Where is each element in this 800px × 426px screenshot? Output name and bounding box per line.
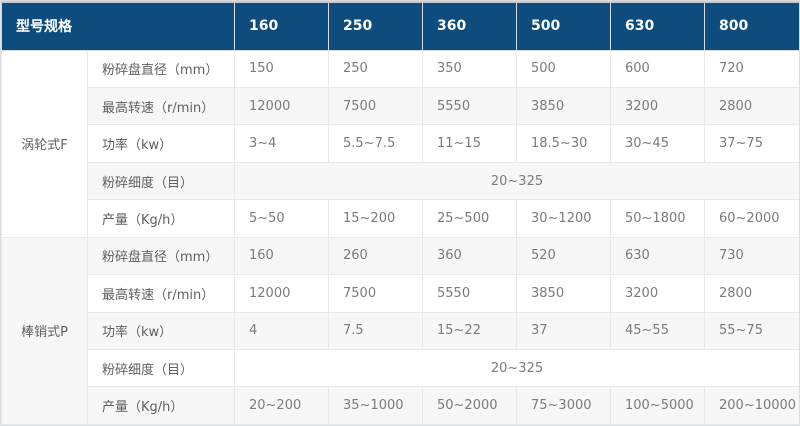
value-cell: 2800 — [704, 86, 799, 126]
row-label-max-speed: 最高转速（r/min） — [87, 274, 235, 313]
value-cell: 60~2000 — [704, 199, 799, 238]
value-cell: 35~1000 — [328, 386, 423, 425]
value-cell: 55~75 — [704, 311, 799, 351]
value-cell: 11~15 — [422, 124, 517, 163]
value-cell: 5550 — [422, 274, 517, 313]
value-cell: 18.5~30 — [516, 124, 611, 163]
group-label-turbine: 涡轮式F — [1, 49, 88, 238]
table-row: 棒销式P 粉碎盘直径（mm） 160 260 360 520 630 730 — [1, 236, 799, 425]
value-cell: 3200 — [610, 274, 705, 313]
row-label-diameter: 粉碎盘直径（mm） — [87, 49, 235, 88]
model-header-160: 160 — [234, 1, 329, 51]
value-cell: 37 — [516, 311, 611, 351]
value-cell: 30~45 — [610, 124, 705, 163]
value-cell: 45~55 — [610, 311, 705, 351]
value-cell: 520 — [516, 236, 611, 276]
table-row: 功率（kw） 3~4 5.5~7.5 11~15 18.5~30 30~45 3… — [2, 124, 799, 163]
value-cell: 7.5 — [328, 311, 423, 351]
value-cell: 200~10000 — [704, 386, 799, 425]
value-cell: 50~1800 — [610, 199, 705, 238]
table-row: 产量（Kg/h） 5~50 15~200 25~500 30~1200 50~1… — [2, 199, 799, 238]
model-header-800: 800 — [704, 1, 799, 51]
value-cell: 15~22 — [422, 311, 517, 351]
value-cell: 20~200 — [234, 386, 329, 425]
value-cell: 37~75 — [704, 124, 799, 163]
model-header-500: 500 — [516, 1, 611, 51]
value-cell: 7500 — [328, 86, 423, 126]
value-cell: 15~200 — [328, 199, 423, 238]
table-row: 涡轮式F 粉碎盘直径（mm） 150 250 350 500 600 720 — [1, 49, 799, 238]
merged-fineness-cell: 20~325 — [234, 348, 799, 388]
value-cell: 260 — [328, 236, 423, 276]
model-header-250: 250 — [328, 1, 423, 51]
row-label-fineness: 粉碎细度（目） — [87, 348, 235, 388]
value-cell: 150 — [234, 49, 329, 88]
value-cell: 720 — [704, 49, 799, 88]
value-cell: 5.5~7.5 — [328, 124, 423, 163]
value-cell: 360 — [422, 236, 517, 276]
header-row: 型号规格 160 250 360 500 630 800 — [1, 1, 799, 51]
value-cell: 500 — [516, 49, 611, 88]
value-cell: 5550 — [422, 86, 517, 126]
row-label-max-speed: 最高转速（r/min） — [87, 86, 235, 126]
value-cell: 2800 — [704, 274, 799, 313]
value-cell: 7500 — [328, 274, 423, 313]
value-cell: 100~5000 — [610, 386, 705, 425]
value-cell: 5~50 — [234, 199, 329, 238]
group-label-pin: 棒销式P — [1, 236, 88, 425]
value-cell: 160 — [234, 236, 329, 276]
value-cell: 350 — [422, 49, 517, 88]
row-label-power: 功率（kw） — [87, 311, 235, 351]
value-cell: 4 — [234, 311, 329, 351]
spec-header-cell: 型号规格 — [1, 1, 235, 51]
value-cell: 12000 — [234, 86, 329, 126]
table-row: 粉碎细度（目） 20~325 — [2, 161, 799, 201]
value-cell: 250 — [328, 49, 423, 88]
table-row: 功率（kw） 4 7.5 15~22 37 45~55 55~75 — [2, 311, 799, 351]
value-cell: 30~1200 — [516, 199, 611, 238]
row-label-diameter: 粉碎盘直径（mm） — [87, 236, 235, 276]
value-cell: 12000 — [234, 274, 329, 313]
row-label-fineness: 粉碎细度（目） — [87, 161, 235, 201]
value-cell: 50~2000 — [422, 386, 517, 425]
table-row: 最高转速（r/min） 12000 7500 5550 3850 3200 28… — [2, 86, 799, 126]
model-header-630: 630 — [610, 1, 705, 51]
value-cell: 75~3000 — [516, 386, 611, 425]
value-cell: 3850 — [516, 274, 611, 313]
row-label-capacity: 产量（Kg/h） — [87, 386, 235, 425]
value-cell: 3~4 — [234, 124, 329, 163]
merged-fineness-cell: 20~325 — [234, 161, 799, 201]
table-row: 产量（Kg/h） 20~200 35~1000 50~2000 75~3000 … — [2, 386, 799, 425]
table-row: 最高转速（r/min） 12000 7500 5550 3850 3200 28… — [2, 274, 799, 313]
table-row: 粉碎细度（目） 20~325 — [2, 348, 799, 388]
model-header-360: 360 — [422, 1, 517, 51]
row-label-power: 功率（kw） — [87, 124, 235, 163]
value-cell: 25~500 — [422, 199, 517, 238]
value-cell: 630 — [610, 236, 705, 276]
value-cell: 3200 — [610, 86, 705, 126]
value-cell: 3850 — [516, 86, 611, 126]
value-cell: 730 — [704, 236, 799, 276]
row-label-capacity: 产量（Kg/h） — [87, 199, 235, 238]
value-cell: 600 — [610, 49, 705, 88]
